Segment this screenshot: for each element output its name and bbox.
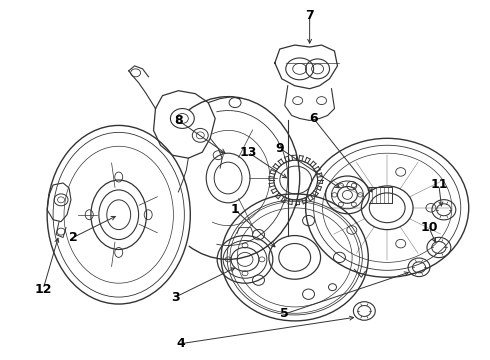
Text: 4: 4 xyxy=(176,337,185,350)
Text: 3: 3 xyxy=(171,291,180,303)
Text: 1: 1 xyxy=(231,203,240,216)
Text: 11: 11 xyxy=(430,179,448,192)
Text: 12: 12 xyxy=(34,283,52,296)
Text: 10: 10 xyxy=(420,221,438,234)
Text: 9: 9 xyxy=(275,142,284,155)
Text: 5: 5 xyxy=(280,307,289,320)
Text: 13: 13 xyxy=(239,146,257,159)
Text: 6: 6 xyxy=(309,112,318,125)
Text: 8: 8 xyxy=(174,114,183,127)
Text: 7: 7 xyxy=(305,9,314,22)
Text: 2: 2 xyxy=(69,231,77,244)
